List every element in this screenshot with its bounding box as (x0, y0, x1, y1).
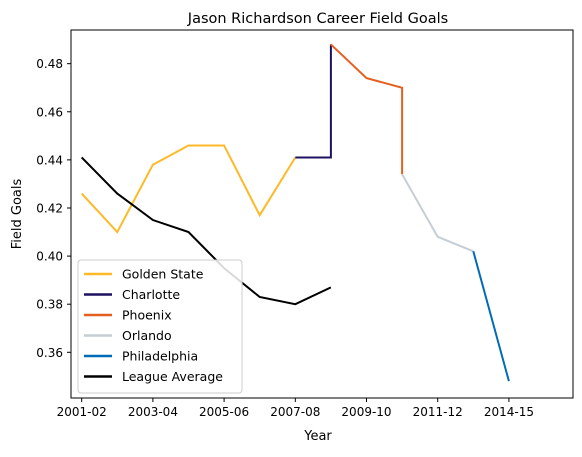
legend-frame (77, 259, 243, 394)
x-tick-label: 2005-06 (199, 405, 249, 419)
y-tick-label: 0.46 (36, 105, 63, 119)
series-line-philadelphia (472, 251, 510, 382)
legend-label-golden-state: Golden State (122, 267, 204, 282)
legend-label-orlando: Orlando (122, 328, 172, 343)
legend-label-charlotte: Charlotte (122, 287, 180, 302)
plot-area-frame (70, 29, 574, 399)
y-tick-label: 0.36 (36, 346, 63, 360)
series-line-league-average (80, 156, 332, 306)
y-tick-label: 0.40 (36, 250, 63, 264)
legend: Golden State Charlotte Phoenix Orlando Phila… (77, 259, 243, 394)
x-tick-label: 2003-04 (128, 405, 178, 419)
y-tick-label: 0.38 (36, 298, 63, 312)
series-line-orlando (401, 173, 474, 253)
x-axis-label: Year (303, 429, 332, 444)
legend-label-league-average: League Average (122, 369, 223, 384)
legend-label-phoenix: Phoenix (122, 308, 172, 323)
axis-ticks: 2001-02 2003-04 2005-06 2007-08 2009-10 2011-… (36, 57, 534, 419)
series-line-phoenix (330, 43, 404, 175)
x-tick-label: 2007-08 (270, 405, 320, 419)
series-layer (80, 43, 510, 382)
chart-title: Jason Richardson Career Field Goals (187, 11, 448, 27)
x-tick-label: 2009-10 (341, 405, 391, 419)
x-tick-label: 2011-12 (413, 405, 463, 419)
y-tick-label: 0.44 (36, 153, 63, 167)
series-line-charlotte (295, 44, 332, 159)
x-tick-label: 2014-15 (484, 405, 534, 419)
x-tick-label: 2001-02 (57, 405, 107, 419)
legend-label-philadelphia: Philadelphia (122, 349, 198, 364)
y-tick-label: 0.48 (36, 57, 63, 71)
y-axis-label: Field Goals (10, 179, 25, 250)
y-tick-label: 0.42 (36, 201, 63, 215)
series-line-golden-state (80, 144, 297, 234)
